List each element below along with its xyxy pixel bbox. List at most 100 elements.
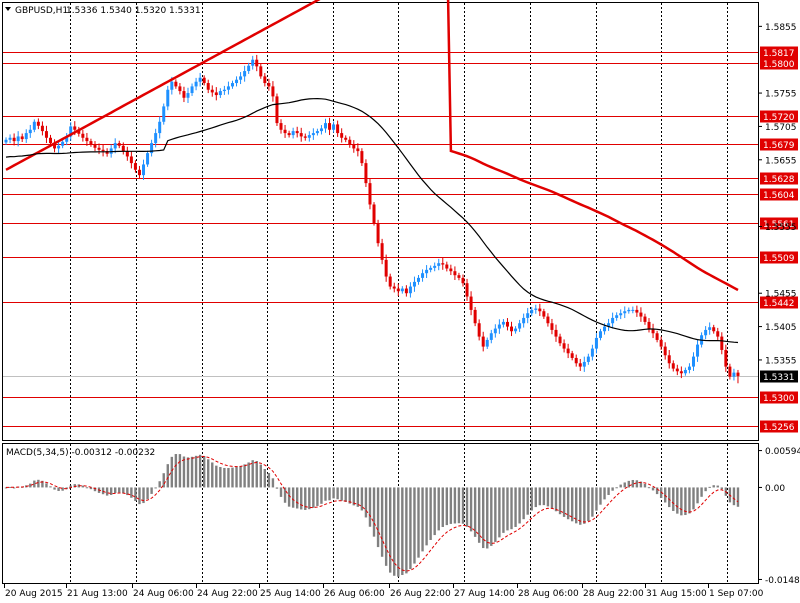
macd-bar <box>445 487 449 526</box>
macd-bar <box>482 487 485 549</box>
bear-candle <box>93 144 97 148</box>
bear-candle <box>716 331 720 337</box>
level-label: 1.5628 <box>763 175 795 185</box>
macd-bar <box>45 483 48 488</box>
bull-candle <box>113 143 117 149</box>
macd-bar <box>239 465 242 488</box>
bear-candle <box>364 163 368 184</box>
macd-bar <box>41 480 44 488</box>
bear-candle <box>202 77 206 84</box>
bear-candle <box>360 151 364 164</box>
bear-candle <box>101 149 105 152</box>
bear-candle <box>275 96 279 124</box>
bear-candle <box>174 81 178 87</box>
macd-bar <box>615 487 618 489</box>
macd-bar <box>566 487 570 520</box>
bear-candle <box>376 223 380 244</box>
macd-bar <box>732 487 736 506</box>
macd-bar <box>716 485 719 488</box>
macd-histogram <box>4 454 740 577</box>
macd-bar <box>720 487 724 490</box>
macd-bar <box>498 487 501 538</box>
macd-axis: 0.00594 0.00 -0.01483 <box>758 447 800 586</box>
macd-bar <box>166 464 169 488</box>
bull-candle <box>627 309 631 312</box>
macd-bar <box>494 487 497 542</box>
macd-bar <box>57 487 60 491</box>
macd-bar <box>692 487 695 510</box>
bull-candle <box>732 372 736 377</box>
level-label: 1.5604 <box>763 191 795 201</box>
macd-bar <box>328 487 331 501</box>
bear-candle <box>20 136 24 140</box>
bull-candle <box>226 86 230 90</box>
macd-bar <box>312 487 315 508</box>
macd-bar <box>170 456 174 488</box>
time-tick-label: 21 Aug 13:00 <box>67 589 128 599</box>
macd-bar <box>550 487 554 509</box>
bear-candle <box>44 131 48 138</box>
bear-candle <box>651 328 655 334</box>
bull-candle <box>222 89 226 92</box>
level-label: 1.5720 <box>763 113 795 123</box>
bear-candle <box>720 336 724 350</box>
macd-bar <box>29 483 32 488</box>
price-tick-label: 1.5855 <box>765 23 797 33</box>
bear-candle <box>214 92 218 96</box>
macd-bar <box>37 479 40 488</box>
time-axis[interactable]: 20 Aug 2015 21 Aug 13:00 24 Aug 06:00 24 Au… <box>4 584 764 599</box>
macd-bar <box>340 487 343 501</box>
macd-bar <box>283 487 287 503</box>
bear-candle <box>724 349 728 367</box>
bear-candle <box>538 308 542 312</box>
macd-bar <box>223 467 226 488</box>
macd-bar <box>712 485 715 488</box>
macd-bar <box>587 487 590 522</box>
macd-bar <box>105 487 109 496</box>
bull-candle <box>522 317 526 324</box>
bear-candle <box>542 311 546 317</box>
price-tick-label: 1.5655 <box>765 156 797 166</box>
level-label-bg <box>760 420 798 433</box>
bear-candle <box>348 139 352 145</box>
bull-candle <box>32 121 36 130</box>
macd-bar <box>405 487 408 574</box>
macd-tick-label: -0.01483 <box>765 576 800 586</box>
bull-candle <box>437 263 441 266</box>
bear-candle <box>129 156 133 164</box>
bull-candle <box>162 106 166 122</box>
macd-bar <box>502 487 505 533</box>
price-axis[interactable]: 1.58551.57551.57051.56551.55551.54551.54… <box>758 23 797 367</box>
bear-candle <box>255 59 259 67</box>
macd-tick-label: 0.00 <box>765 484 785 494</box>
bear-candle <box>137 169 141 176</box>
bull-candle <box>243 71 247 77</box>
level-label: 1.5442 <box>763 299 795 309</box>
macd-bar <box>595 487 598 511</box>
macd-bar <box>198 454 202 488</box>
macd-bar <box>562 487 566 517</box>
macd-bar <box>271 478 275 488</box>
bull-candle <box>154 133 158 144</box>
bear-candle <box>283 129 287 134</box>
macd-bar <box>647 487 651 489</box>
bull-candle <box>291 131 295 136</box>
bear-candle <box>510 326 514 332</box>
macd-bar <box>668 487 671 508</box>
bear-candle <box>558 336 562 344</box>
bear-candle <box>728 366 732 377</box>
macd-bar <box>643 483 647 488</box>
bull-candle <box>485 339 489 347</box>
bear-candle <box>639 312 643 317</box>
macd-bar <box>243 464 246 488</box>
dropdown-triangle-icon[interactable] <box>5 7 11 11</box>
macd-bar <box>89 487 93 490</box>
bull-candle <box>16 136 20 142</box>
macd-bar <box>583 487 586 524</box>
last-price-label: 1.5331 <box>763 373 795 383</box>
bull-candle <box>311 133 315 136</box>
macd-bar <box>364 487 368 518</box>
